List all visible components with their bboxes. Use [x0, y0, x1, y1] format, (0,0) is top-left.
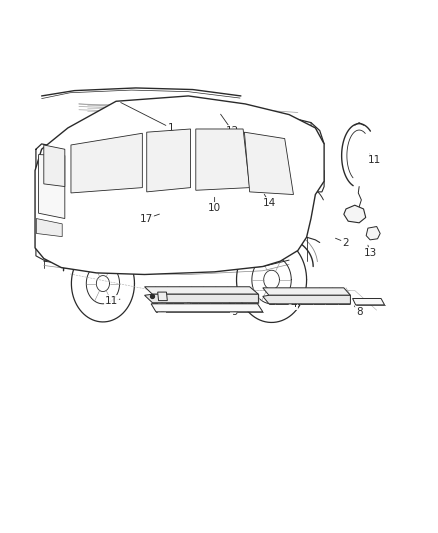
Polygon shape — [145, 287, 258, 294]
Polygon shape — [145, 294, 258, 303]
Text: 12: 12 — [226, 126, 239, 135]
Text: 13: 13 — [364, 248, 377, 258]
Text: 17: 17 — [140, 214, 153, 223]
Text: 6: 6 — [159, 304, 166, 314]
Polygon shape — [151, 304, 263, 312]
Polygon shape — [36, 219, 62, 237]
Polygon shape — [366, 227, 380, 240]
Text: 1: 1 — [167, 123, 174, 133]
Polygon shape — [71, 133, 142, 193]
Polygon shape — [196, 129, 250, 190]
Polygon shape — [344, 205, 366, 223]
Text: 4: 4 — [290, 299, 297, 309]
Polygon shape — [263, 288, 350, 295]
Text: 11: 11 — [368, 155, 381, 165]
Polygon shape — [39, 155, 65, 219]
Polygon shape — [263, 295, 350, 304]
Text: 14: 14 — [263, 198, 276, 207]
Polygon shape — [44, 145, 65, 187]
Polygon shape — [244, 132, 293, 195]
Text: 2: 2 — [343, 238, 350, 247]
Text: 10: 10 — [208, 203, 221, 213]
Text: 11: 11 — [105, 296, 118, 306]
Polygon shape — [35, 96, 324, 274]
Polygon shape — [147, 129, 191, 192]
Text: 9: 9 — [231, 307, 238, 317]
Text: 8: 8 — [356, 307, 363, 317]
Polygon shape — [158, 292, 167, 301]
Text: 5: 5 — [185, 299, 192, 309]
Polygon shape — [353, 298, 385, 305]
